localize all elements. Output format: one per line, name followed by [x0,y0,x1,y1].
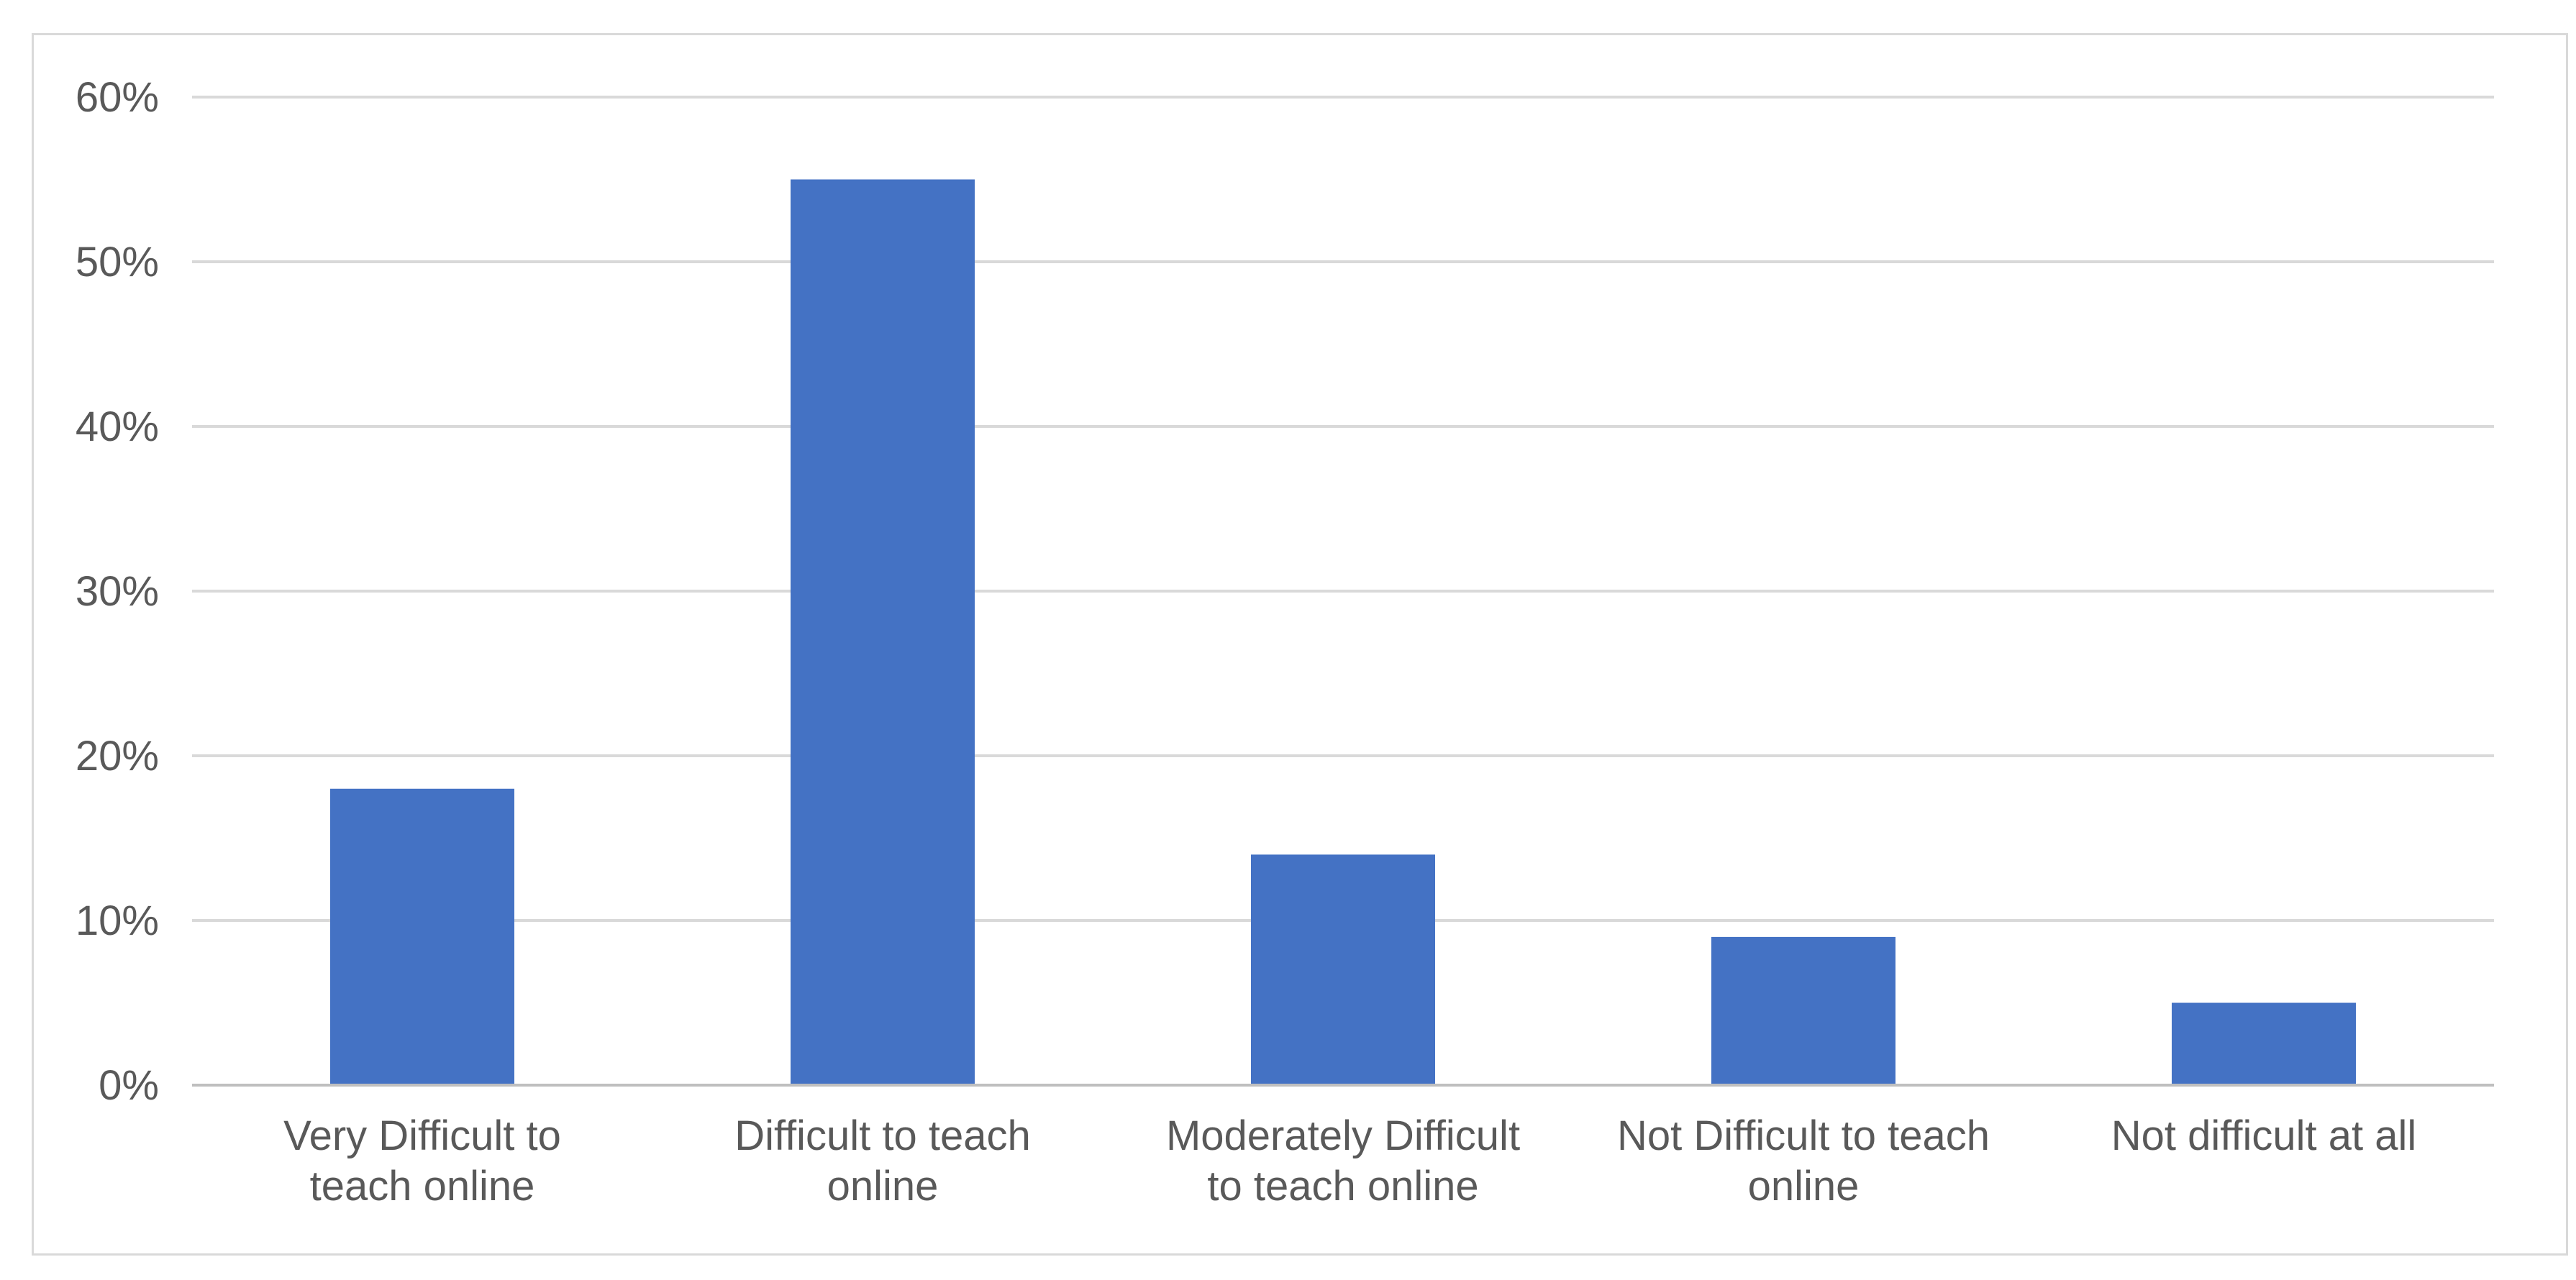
chart-frame: 0% 10% 20% 30% 40% 50% 60% Very Difficult to te… [32,33,2568,1256]
bar [791,179,975,1085]
x-tick-label-line: Not Difficult to teach [1617,1112,1990,1159]
y-tick-label: 0% [99,1062,159,1109]
x-tick-label: Very Difficult to teach online [283,1112,561,1210]
x-tick-label: Not Difficult to teach online [1617,1112,1990,1210]
x-tick-label: Not difficult at all [2111,1112,2416,1159]
gridlines [192,96,2494,922]
y-tick-labels: 0% 10% 20% 30% 40% 50% 60% [76,74,159,1109]
x-tick-label-line: online [1748,1163,1860,1210]
x-tick-label-line: online [827,1163,939,1210]
y-tick-label: 20% [76,733,159,780]
x-tick-label-line: teach online [310,1163,535,1210]
y-tick-label: 60% [76,74,159,121]
x-tick-label-line: Very Difficult to [283,1112,561,1159]
x-tick-label: Difficult to teach online [734,1112,1031,1210]
bars [330,179,2356,1085]
bar-chart: 0% 10% 20% 30% 40% 50% 60% Very Difficult to te… [76,74,2494,1210]
x-tick-label-line: Not difficult at all [2111,1112,2416,1159]
x-tick-label-line: Moderately Difficult [1166,1112,1520,1159]
x-tick-label-line: to teach online [1207,1163,1478,1210]
bar [1251,854,1435,1085]
x-tick-label: Moderately Difficult to teach online [1166,1112,1520,1210]
category-labels: Very Difficult to teach online Difficult t… [283,1112,2416,1210]
y-tick-label: 50% [76,239,159,285]
y-tick-label: 10% [76,897,159,944]
bar [2172,1002,2356,1085]
bar [330,788,514,1085]
bar [1711,936,1895,1085]
y-tick-label: 30% [76,568,159,615]
y-tick-label: 40% [76,403,159,450]
x-tick-label-line: Difficult to teach [734,1112,1031,1159]
